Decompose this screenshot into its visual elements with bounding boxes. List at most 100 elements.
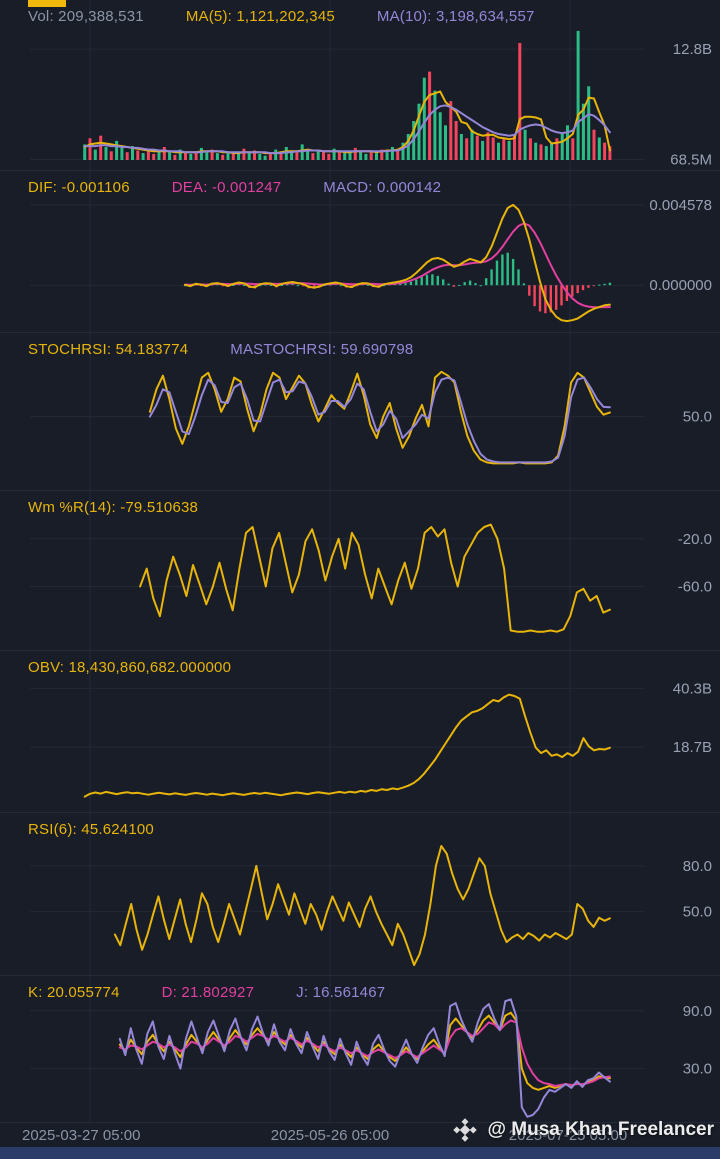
volume-bar [449, 101, 453, 160]
volume-bar [422, 77, 426, 160]
wr-ytick-label: -60.0 [678, 579, 712, 596]
macd-bar [243, 285, 246, 286]
macd-bar [221, 285, 224, 287]
volume-bar [406, 134, 410, 160]
volume-series-MA10 [83, 104, 611, 155]
volume-bar [205, 152, 209, 160]
bottom-bar [0, 1147, 720, 1159]
obv-panel: 40.3B 18.7B OBV: 18,430,860,682.000000 [0, 650, 720, 812]
stochrsi-ytick-label: 50.0 [683, 409, 712, 426]
volume-bar [215, 153, 219, 160]
williams-r-panel-header: Wm %R(14): -79.510638 [28, 499, 198, 516]
wr-series-WmR [139, 523, 611, 633]
macd-series-DEA [184, 222, 611, 309]
macd-bar [511, 258, 515, 286]
volume-bar [268, 152, 272, 160]
obv-series-OBV [83, 693, 611, 798]
volume-plot[interactable]: 12.8B 68.5M [0, 0, 720, 170]
macd-ytick-label: 0.000000 [649, 277, 712, 294]
time-axis[interactable]: 2025-03-27 05:00 2025-05-26 05:00 2025-0… [0, 1122, 720, 1147]
volume-bar [359, 152, 363, 160]
macd-bar [442, 279, 445, 286]
williams-r-value-label: Wm %R(14): -79.510638 [28, 499, 199, 516]
volume-bar [385, 152, 389, 160]
volume-bar [189, 153, 193, 160]
macd-bar [458, 285, 461, 286]
volume-bar [544, 146, 548, 160]
volume-bar [284, 147, 288, 160]
volume-bar [279, 153, 283, 160]
volume-bar [93, 149, 97, 160]
macd-bar [339, 285, 343, 287]
volume-bar [459, 134, 463, 160]
macd-bar [495, 260, 499, 286]
macd-bar [447, 283, 450, 286]
volume-bar [566, 125, 569, 160]
macd-bar [399, 283, 402, 286]
macd-bar [608, 282, 612, 286]
volume-bar [242, 148, 246, 160]
volume-bar [507, 140, 511, 160]
volume-bar [560, 134, 564, 160]
volume-bar [587, 86, 591, 160]
rsi-plot[interactable]: 80.0 50.0 [0, 813, 720, 975]
stochrsi-series-MASTOCHRSI [148, 376, 611, 464]
macd-bar [522, 283, 526, 286]
kdj-panel-header: K: 20.055774 D: 21.802927 J: 16.561467 [28, 984, 385, 1001]
macd-bar [452, 285, 456, 287]
volume-bar [125, 152, 129, 160]
volume-bar [221, 154, 225, 160]
obv-value-label: OBV: 18,430,860,682.000000 [28, 659, 232, 676]
williams-r-plot[interactable]: -20.0 -60.0 [0, 491, 720, 650]
obv-plot[interactable]: 40.3B 18.7B [0, 651, 720, 812]
macd-bar [549, 285, 552, 313]
rsi-chart-svg: 80.0 50.0 [30, 813, 712, 975]
kdj-plot[interactable]: 90.0 30.0 [0, 976, 720, 1122]
volume-bar [306, 149, 310, 160]
kdj-series-J [118, 998, 611, 1118]
macd-bar [420, 276, 423, 286]
volume-bar [120, 147, 124, 160]
volume-ma5-label: MA(5): 1,121,202,345 [185, 8, 335, 25]
volume-bar [136, 150, 140, 160]
x-axis-tick-3: 2025-07-25 05:00 [508, 1127, 628, 1144]
volume-bar [592, 129, 596, 160]
macd-bar [490, 269, 493, 286]
macd-bar [269, 285, 273, 286]
top-left-accent-bar [28, 0, 66, 7]
volume-bar [162, 147, 166, 160]
rsi-panel: 80.0 50.0 RSI(6): 45.624100 [0, 812, 720, 975]
volume-bar [528, 138, 532, 160]
macd-panel-header: DIF: -0.001106 DEA: -0.001247 MACD: 0.00… [28, 179, 441, 196]
stochrsi-panel: 50.0 STOCHRSI: 54.183774 MASTOCHRSI: 59.… [0, 332, 720, 490]
kdj-panel: 90.0 30.0 K: 20.055774 D: 21.802927 J: 16… [0, 975, 720, 1122]
volume-bar [316, 150, 320, 160]
macd-plot[interactable]: 0.004578 0.000000 [0, 171, 720, 332]
macd-bar [592, 285, 595, 287]
volume-bar [194, 151, 198, 160]
macd-bar [280, 285, 283, 286]
volume-panel-header: Vol: 209,388,531 MA(5): 1,121,202,345 MA… [28, 8, 535, 25]
x-axis-tick-2: 2025-05-26 05:00 [270, 1127, 390, 1144]
volume-bar [380, 149, 384, 160]
volume-bar [152, 153, 156, 160]
volume-bar [226, 151, 230, 160]
wr-chart-svg: -20.0 -60.0 [30, 491, 712, 650]
obv-ytick-label: 18.7B [673, 739, 712, 756]
volume-bar [157, 151, 161, 160]
volume-bar [518, 43, 522, 160]
stochrsi-plot[interactable]: 50.0 [0, 333, 720, 490]
volume-chart-svg: 12.8B 68.5M [30, 0, 712, 170]
macd-bar [286, 284, 289, 286]
volume-bar [603, 142, 607, 160]
kdj-series-D [118, 1019, 611, 1087]
macd-bar [415, 279, 418, 286]
volume-bar [131, 146, 134, 160]
volume-bar [555, 138, 559, 160]
volume-bar [311, 153, 315, 160]
volume-ma10-label: MA(10): 3,198,634,557 [376, 8, 535, 25]
macd-bar [436, 275, 439, 286]
watermark-text: @ Musa Khan Freelancer [487, 1119, 714, 1140]
rsi-series-RSI6 [113, 845, 611, 966]
